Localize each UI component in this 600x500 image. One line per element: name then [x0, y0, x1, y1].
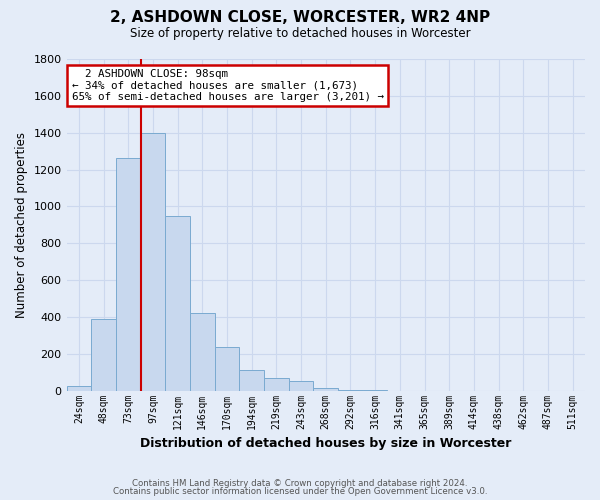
Text: Contains public sector information licensed under the Open Government Licence v3: Contains public sector information licen… — [113, 487, 487, 496]
Bar — [91, 319, 116, 390]
Bar — [313, 388, 338, 390]
Bar — [67, 386, 91, 390]
Bar — [264, 378, 289, 390]
Bar — [165, 216, 190, 390]
Text: Size of property relative to detached houses in Worcester: Size of property relative to detached ho… — [130, 28, 470, 40]
Text: Contains HM Land Registry data © Crown copyright and database right 2024.: Contains HM Land Registry data © Crown c… — [132, 478, 468, 488]
Bar — [140, 132, 165, 390]
Text: 2, ASHDOWN CLOSE, WORCESTER, WR2 4NP: 2, ASHDOWN CLOSE, WORCESTER, WR2 4NP — [110, 10, 490, 25]
Bar — [239, 370, 264, 390]
Bar — [289, 382, 313, 390]
Bar — [190, 314, 215, 390]
Text: 2 ASHDOWN CLOSE: 98sqm  
← 34% of detached houses are smaller (1,673)
65% of sem: 2 ASHDOWN CLOSE: 98sqm ← 34% of detached… — [72, 69, 384, 102]
Y-axis label: Number of detached properties: Number of detached properties — [15, 132, 28, 318]
Bar — [116, 158, 140, 390]
X-axis label: Distribution of detached houses by size in Worcester: Distribution of detached houses by size … — [140, 437, 511, 450]
Bar — [215, 348, 239, 391]
